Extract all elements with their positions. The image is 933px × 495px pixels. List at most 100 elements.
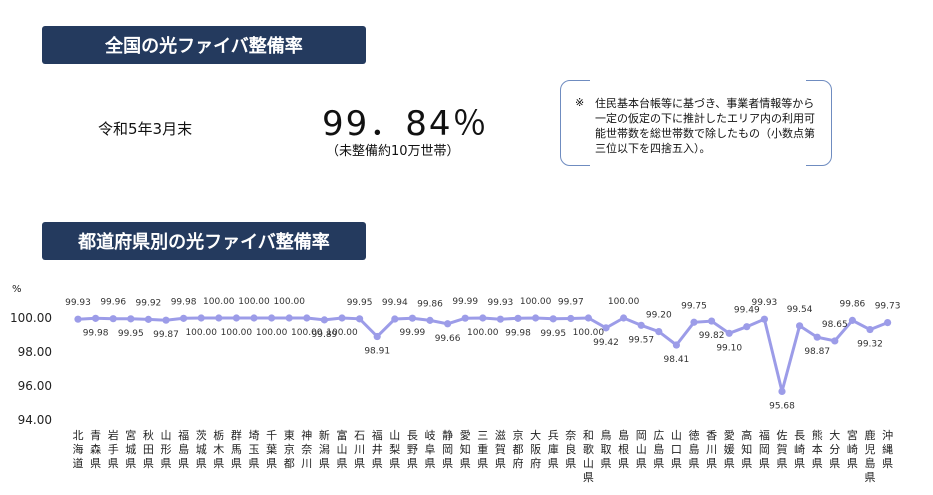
note-text: 住民基本台帳等に基づき、事業者情報等から一定の仮定の下に推計したエリア内の利用可…	[595, 97, 815, 155]
data-label: 99.98	[83, 328, 109, 338]
date-label: 令和5年3月末	[98, 120, 193, 138]
x-tick-label: 三重県	[477, 429, 488, 470]
x-tick-label: 富山県	[337, 428, 348, 470]
data-point	[356, 315, 364, 323]
data-point	[620, 314, 628, 322]
data-point	[391, 315, 399, 323]
data-point	[708, 317, 716, 325]
note-box	[560, 80, 832, 166]
x-tick-label: 静岡県	[442, 428, 453, 470]
x-tick-label: 沖縄県	[882, 429, 893, 470]
x-tick-label: 山形県	[161, 429, 172, 470]
x-tick-label: 京都府	[513, 428, 524, 470]
x-tick-label: 長野県	[407, 429, 418, 470]
x-tick-label: 宮城県	[125, 428, 136, 470]
data-point	[144, 315, 152, 323]
y-axis-unit-label: %	[12, 284, 22, 295]
x-tick-label: 愛知県	[460, 429, 471, 470]
data-point	[690, 318, 698, 326]
national-title: 全国の光ファイバ整備率	[105, 36, 303, 57]
x-tick-label: 徳島県	[689, 429, 700, 470]
x-tick-label: 滋賀県	[495, 429, 506, 470]
data-label: 98.41	[664, 355, 690, 365]
data-point	[760, 315, 769, 323]
data-label: 99.89	[312, 330, 338, 340]
x-tick-label: 青森県	[90, 429, 101, 470]
x-tick-label: 和歌山県	[583, 429, 594, 484]
data-point	[426, 316, 434, 324]
data-label: 99.93	[752, 298, 778, 308]
data-label: 99.98	[171, 297, 197, 307]
data-label: 99.96	[100, 298, 126, 308]
x-tick-label: 石川県	[354, 429, 365, 470]
x-tick-label: 神奈川	[301, 428, 312, 470]
x-tick-label: 高知県	[741, 428, 752, 470]
x-tick-label: 広島県	[653, 429, 664, 470]
data-point	[884, 318, 892, 327]
data-point	[725, 329, 733, 337]
prefecture-title-banner: 都道府県別の光ファイバ整備率	[42, 222, 366, 260]
x-tick-label: 大阪府	[530, 428, 541, 470]
data-label: 99.54	[787, 305, 813, 315]
data-point	[408, 314, 416, 322]
data-point	[250, 314, 258, 322]
x-tick-label: 岐阜県	[425, 429, 436, 470]
x-tick-label: 福岡県	[759, 428, 770, 470]
x-tick-label: 香川県	[706, 429, 717, 470]
y-tick-label: 100.00	[10, 311, 52, 325]
data-label: 99.95	[540, 329, 566, 339]
data-point	[796, 322, 804, 330]
x-tick-label: 鹿児島県	[865, 428, 876, 484]
data-point	[831, 337, 839, 345]
data-label: 99.73	[875, 302, 901, 312]
note-mark: ※	[575, 96, 585, 109]
data-label: 98.65	[822, 320, 848, 330]
data-label: 99.32	[857, 340, 883, 350]
data-label: 99.95	[347, 298, 373, 308]
x-tick-label: 秋田県	[143, 428, 154, 470]
data-point	[479, 314, 487, 322]
data-label: 100.00	[467, 328, 499, 338]
data-point	[672, 341, 681, 349]
data-label: 100.00	[291, 328, 323, 338]
data-label: 95.68	[769, 401, 795, 411]
data-label: 100.00	[238, 297, 270, 307]
x-tick-label: 新潟県	[319, 428, 330, 470]
x-tick-label: 東京都	[284, 429, 295, 470]
x-tick-label: 岡山県	[636, 429, 647, 470]
data-point	[320, 316, 328, 324]
x-tick-label: 埼玉県	[249, 428, 260, 470]
x-tick-label: 群馬県	[231, 428, 242, 470]
data-point	[567, 314, 575, 323]
x-tick-label: 千葉県	[266, 429, 277, 470]
data-label: 99.75	[681, 301, 707, 311]
data-point	[461, 314, 469, 322]
data-label: 99.95	[118, 329, 144, 339]
data-label: 99.93	[65, 298, 91, 308]
x-tick-label: 大分県	[829, 428, 840, 470]
x-tick-label: 福井県	[372, 428, 383, 470]
data-point	[162, 316, 170, 324]
data-point	[778, 387, 786, 396]
data-label: 100.00	[273, 297, 305, 307]
data-point	[655, 328, 663, 336]
data-point	[637, 321, 645, 329]
data-label: 98.87	[804, 347, 830, 357]
y-tick-label: 94.00	[18, 413, 52, 427]
data-label: 99.20	[646, 311, 672, 321]
data-label: 100.00	[608, 297, 640, 307]
data-label: 99.49	[734, 306, 760, 316]
data-label: 99.10	[716, 343, 742, 353]
data-point	[514, 314, 522, 322]
prefecture-title: 都道府県別の光ファイバ整備率	[78, 232, 330, 253]
data-label: 99.93	[488, 298, 514, 308]
x-tick-label: 茨城県	[196, 428, 207, 470]
data-point	[215, 314, 223, 322]
data-point	[232, 314, 240, 322]
data-label: 99.86	[840, 299, 866, 309]
data-label: 100.00	[203, 297, 235, 307]
data-label: 99.82	[699, 331, 725, 341]
y-tick-label: 98.00	[18, 345, 52, 359]
data-point	[584, 314, 593, 322]
x-tick-label: 鳥取県	[601, 428, 612, 470]
